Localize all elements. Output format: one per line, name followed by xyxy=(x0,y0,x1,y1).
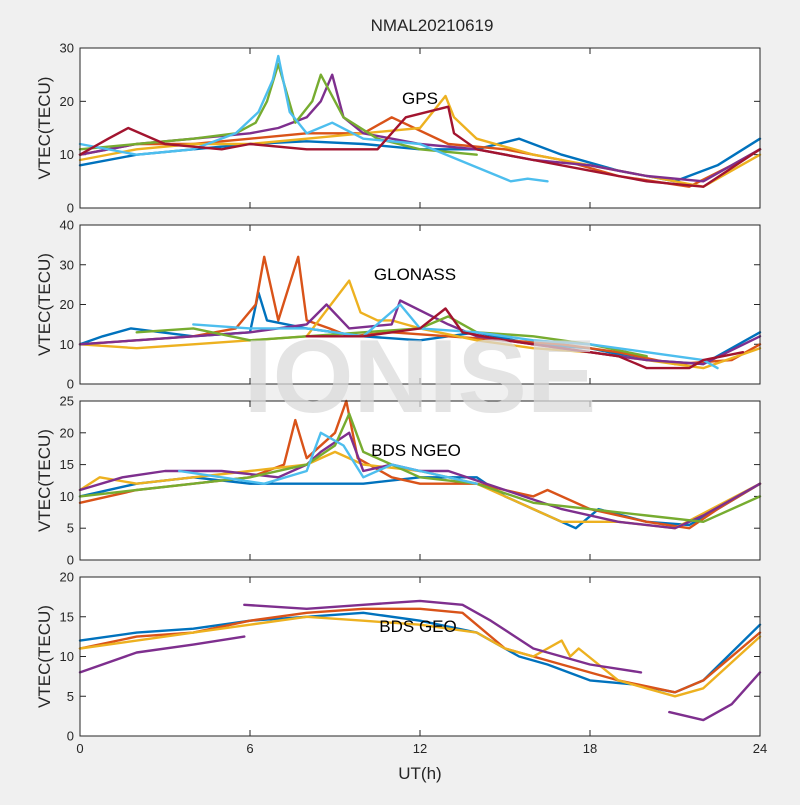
y-tick-label-1-3: 30 xyxy=(60,257,74,272)
series-line-2-3 xyxy=(78,431,762,530)
plot-frame-2 xyxy=(79,400,761,561)
plot-frame-0 xyxy=(79,47,761,209)
series-line-0-6 xyxy=(78,105,762,188)
y-tick-label-0-1: 10 xyxy=(60,147,74,162)
y-tick-label-1-4: 40 xyxy=(60,218,74,233)
plot-area-2 xyxy=(80,401,760,560)
panel-label-2: BDS NGEO xyxy=(371,441,461,460)
y-tick-label-2-0: 0 xyxy=(67,553,74,568)
y-tick-label-3-1: 5 xyxy=(67,689,74,704)
y-tick-label-3-4: 20 xyxy=(60,570,74,585)
x-tick-label-4: 24 xyxy=(753,741,767,756)
y-tick-label-3-3: 15 xyxy=(60,609,74,624)
panel-label-1: GLONASS xyxy=(374,265,456,284)
y-tick-label-2-1: 5 xyxy=(67,521,74,536)
series-line-3-2 xyxy=(78,615,762,698)
x-tick-label-3: 18 xyxy=(583,741,597,756)
series-line-1-6 xyxy=(305,307,745,370)
y-tick-label-1-0: 0 xyxy=(67,377,74,392)
x-tick-label-1: 6 xyxy=(246,741,253,756)
y-tick-label-2-3: 15 xyxy=(60,457,74,472)
panel-label-0: GPS xyxy=(402,89,438,108)
plot-frame-1 xyxy=(79,224,761,385)
series-line-2-5 xyxy=(177,431,478,485)
series-line-2-2 xyxy=(78,450,762,530)
y-tick-label-3-0: 0 xyxy=(67,729,74,744)
y-axis-label-3: VTEC(TECU) xyxy=(35,605,54,708)
y-tick-label-2-4: 20 xyxy=(60,425,74,440)
series-line-0-5 xyxy=(78,54,549,183)
y-axis-label-0: VTEC(TECU) xyxy=(35,77,54,180)
y-tick-label-1-2: 20 xyxy=(60,297,74,312)
y-tick-label-0-3: 30 xyxy=(60,41,74,56)
plot-area-3 xyxy=(80,577,760,736)
panel-label-3: BDS GEO xyxy=(379,617,456,636)
y-tick-label-1-1: 10 xyxy=(60,337,74,352)
y-axis-label-1: VTEC(TECU) xyxy=(35,253,54,356)
watermark: IONISE xyxy=(244,319,597,435)
y-axis-label-2: VTEC(TECU) xyxy=(35,429,54,532)
series-line-3-3 xyxy=(78,635,246,674)
y-tick-label-2-2: 10 xyxy=(60,489,74,504)
y-tick-label-3-2: 10 xyxy=(60,649,74,664)
panels-group: 0 10 20 30 VTEC(TECU) GPS 0 10 20 30 40 VTEC(TECU) G… xyxy=(35,41,767,757)
series-line-2-4 xyxy=(78,412,762,523)
x-tick-label-0: 0 xyxy=(76,741,83,756)
series-line-3-5 xyxy=(668,671,762,722)
series-line-1-5 xyxy=(192,303,719,370)
y-tick-label-2-5: 25 xyxy=(60,394,74,409)
series-line-3-4 xyxy=(243,599,643,674)
x-axis-label: UT(h) xyxy=(398,764,441,783)
plot-frame-3 xyxy=(79,576,761,737)
x-tick-label-2: 12 xyxy=(413,741,427,756)
figure-title: NMAL20210619 xyxy=(371,16,494,35)
y-tick-label-0-0: 0 xyxy=(67,201,74,216)
y-tick-label-0-2: 20 xyxy=(60,94,74,109)
